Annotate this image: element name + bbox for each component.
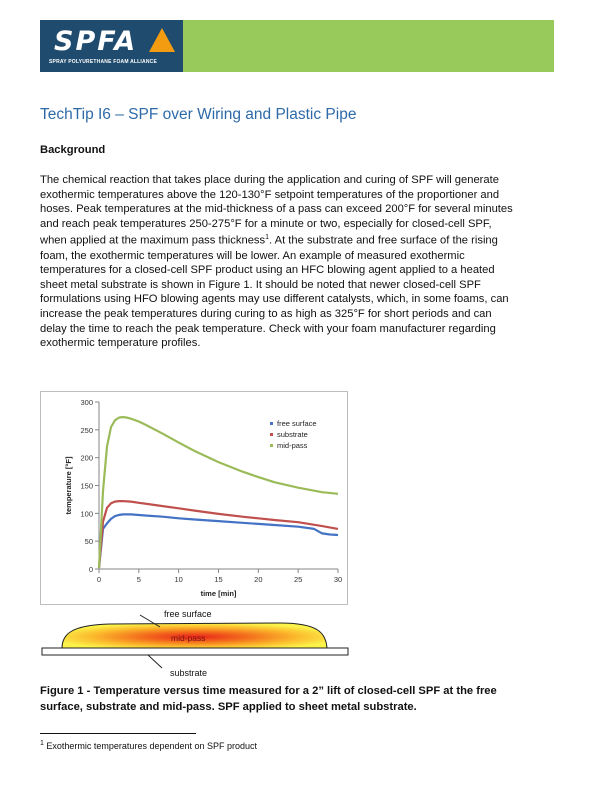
chart-svg: 0 50 100 150 200 250 300 0 5 10 15 20 25 30 time [min]…: [64, 398, 342, 598]
x-tick-label: 20: [254, 575, 262, 584]
paragraph-line-text: when applied at the maximum pass thickne…: [40, 235, 266, 248]
mid-pass-label: mid-pass: [171, 633, 205, 643]
y-tick-label: 200: [80, 454, 93, 463]
paragraph-line: when applied at the maximum pass thickne…: [40, 231, 560, 248]
paragraph-line: temperatures for a closed-cell SPF produ…: [40, 264, 495, 277]
page-title: TechTip I6 – SPF over Wiring and Plastic…: [40, 106, 357, 123]
free-surface-pointer: [139, 614, 161, 628]
y-tick-label: 100: [80, 509, 93, 518]
paragraph-line: and reach peak temperatures 250-275°F fo…: [40, 217, 492, 230]
background-paragraph: The chemical reaction that takes place d…: [40, 173, 560, 351]
footnote-reference[interactable]: 1: [265, 234, 270, 242]
x-tick-label: 15: [214, 575, 222, 584]
foam-cross-section-diagram: free surface mid-pass substrate: [41, 609, 349, 678]
legend-marker: [270, 433, 273, 436]
paragraph-line-text: . At the substrate and free surface of t…: [269, 235, 498, 248]
logo-subtitle: SPRAY POLYURETHANE FOAM ALLIANCE: [49, 59, 157, 65]
foam-body: [61, 622, 328, 649]
legend-label: mid-pass: [277, 441, 308, 450]
y-tick-label: 50: [85, 537, 93, 546]
x-tick-label: 30: [334, 575, 342, 584]
substrate-label: substrate: [170, 668, 207, 678]
logo-text: SPFA: [54, 26, 138, 57]
y-tick-label: 150: [80, 482, 93, 491]
figure-caption: Figure 1 - Temperature versus time measu…: [40, 684, 560, 715]
paragraph-line: The chemical reaction that takes place d…: [40, 174, 499, 186]
y-axis-label: temperature [°F]: [64, 456, 73, 515]
series-line-substrate: [97, 499, 339, 568]
header-green-bar: [183, 20, 554, 72]
series-line-mid-pass: [97, 415, 339, 568]
x-tick-label: 5: [137, 575, 141, 584]
footnote-divider: [40, 733, 196, 734]
footnote-text: Exothermic temperatures dependent on SPF…: [43, 741, 258, 751]
x-tick-label: 10: [174, 575, 182, 584]
paragraph-line: foam, the exothermic temperatures will b…: [40, 249, 465, 262]
x-axis-label: time [min]: [201, 589, 237, 598]
paragraph-line: delay the time to reach the peak tempera…: [40, 322, 496, 335]
temperature-chart: 0 50 100 150 200 250 300 0 5 10 15 20 25 30 time [min]…: [40, 391, 348, 605]
paragraph-line: exothermic temperature profiles.: [40, 337, 201, 350]
paragraph-line: increase the peak temperatures during cu…: [40, 308, 492, 321]
y-tick-label: 300: [80, 398, 93, 407]
paragraph-line: hoses. Peak temperatures at the mid-thic…: [40, 203, 513, 216]
paragraph-line: exothermic temperatures above the 120-13…: [40, 188, 500, 201]
y-tick-label: 250: [80, 426, 93, 435]
caption-line: Figure 1 - Temperature versus time measu…: [40, 685, 497, 697]
y-tick-label: 0: [89, 565, 93, 574]
series-line-free-surface: [97, 513, 339, 569]
legend-marker: [270, 444, 273, 447]
x-tick-label: 25: [294, 575, 302, 584]
footnote-mark: 1: [40, 740, 44, 747]
header-banner: SPFA SPRAY POLYURETHANE FOAM ALLIANCE: [40, 20, 554, 72]
free-surface-label: free surface: [164, 609, 212, 619]
paragraph-line: sheet metal substrate is shown in Figure…: [40, 278, 481, 291]
legend-label: substrate: [277, 430, 308, 439]
paragraph-line: formulations using HFO blowing agents ma…: [40, 293, 509, 306]
spfa-logo: SPFA SPRAY POLYURETHANE FOAM ALLIANCE: [40, 20, 183, 72]
footnote: 1 Exothermic temperatures dependent on S…: [40, 740, 257, 751]
x-tick-label: 0: [97, 575, 101, 584]
legend-marker: [270, 422, 273, 425]
logo-chevron-icon: [149, 28, 175, 52]
substrate-pointer: [147, 654, 163, 669]
substrate-plate: [41, 647, 349, 656]
caption-line: surface, substrate and mid-pass. SPF app…: [40, 700, 417, 713]
legend-label: free surface: [277, 419, 317, 428]
section-heading: Background: [40, 144, 106, 156]
